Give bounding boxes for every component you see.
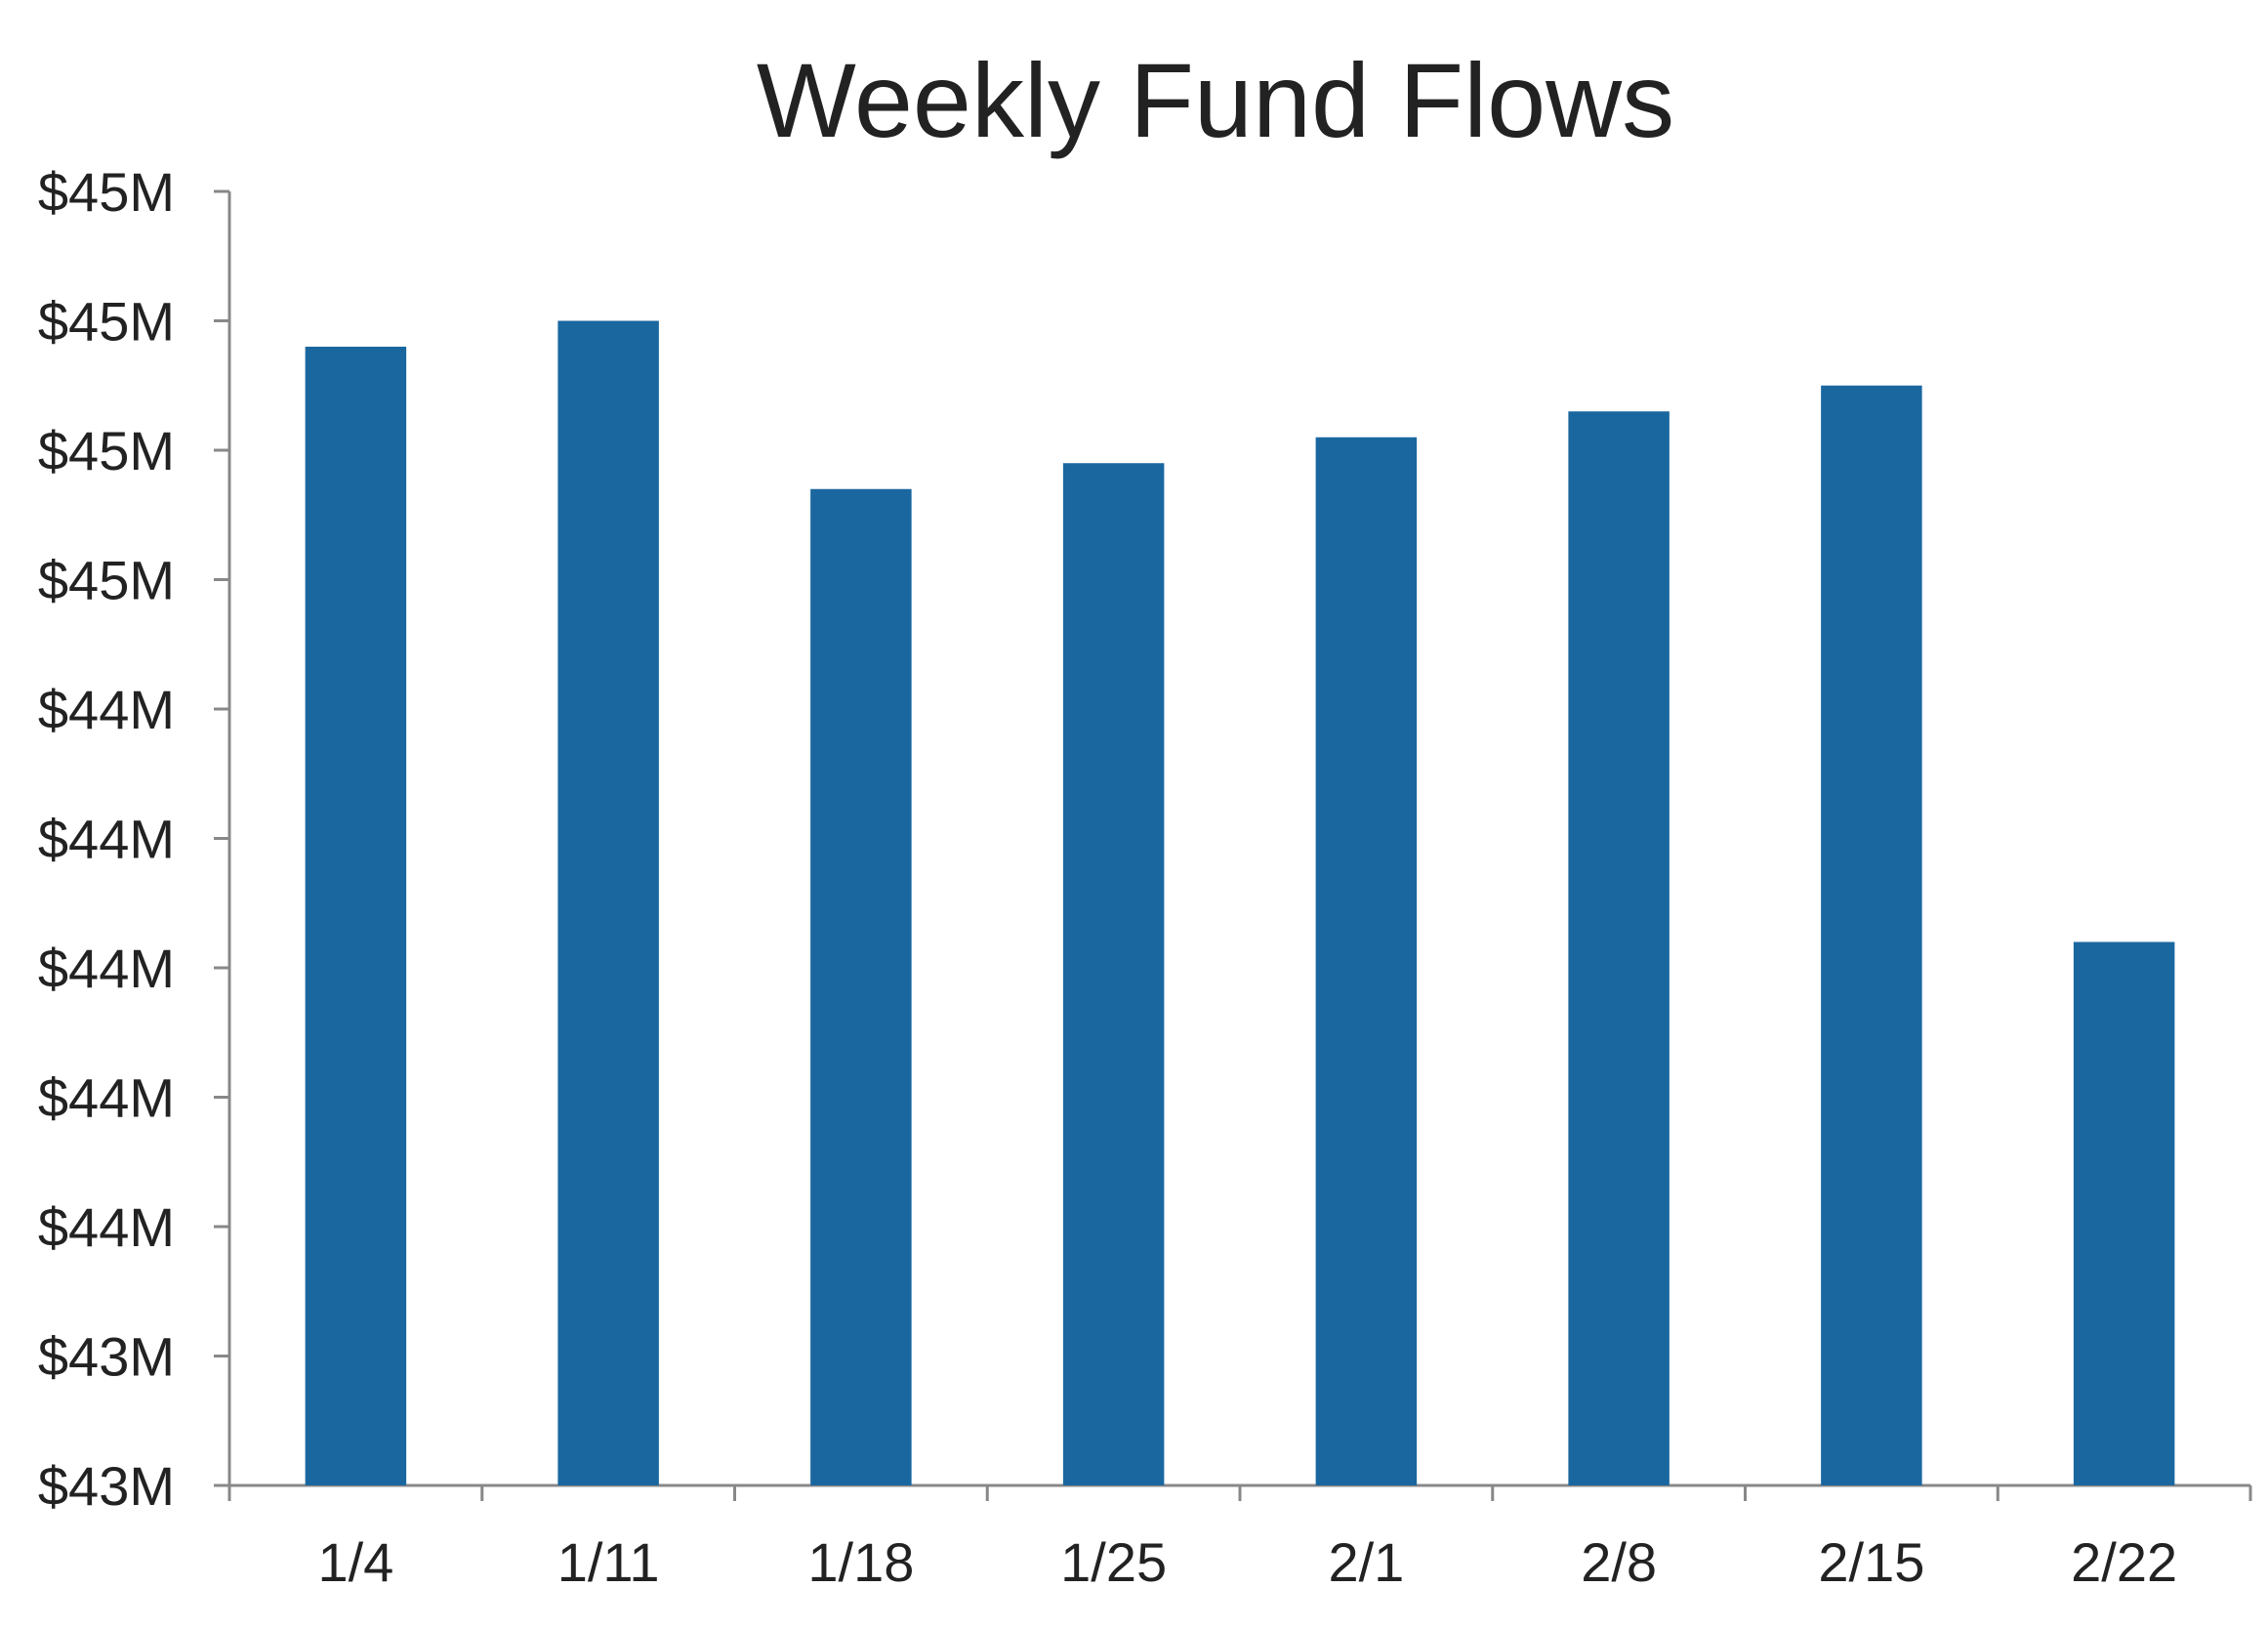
x-tick-label: 1/18	[807, 1531, 914, 1593]
bar	[557, 320, 659, 1485]
y-axis: $43M $43M $44M $44M $44M $44M $44M $45M $45M $45M…	[38, 161, 231, 1517]
x-tick-label: 1/11	[557, 1531, 660, 1593]
y-tick-label: $45M	[38, 291, 175, 353]
bar	[1568, 411, 1670, 1485]
bar	[1315, 437, 1418, 1485]
x-tick-label: 1/4	[317, 1531, 393, 1593]
chart-title: Weekly Fund Flows	[757, 41, 1674, 159]
x-axis: 1/4 1/11 1/18 1/25 2/1 2/8 2/15 2/22	[214, 1483, 2252, 1593]
bar	[2073, 941, 2175, 1485]
bar	[1062, 463, 1165, 1485]
bar-series	[305, 320, 2175, 1485]
bar	[810, 488, 912, 1485]
y-tick-label: $45M	[38, 161, 175, 223]
y-tick-label: $43M	[38, 1455, 175, 1517]
x-tick-label: 2/8	[1581, 1531, 1657, 1593]
y-tick-label: $44M	[38, 1067, 175, 1129]
y-tick-label: $45M	[38, 420, 175, 481]
bar	[305, 347, 407, 1485]
x-tick-label: 2/15	[1818, 1531, 1924, 1593]
bar	[1821, 385, 1922, 1485]
y-tick-label: $45M	[38, 550, 175, 611]
y-tick-label: $43M	[38, 1326, 175, 1388]
y-tick-label: $44M	[38, 679, 175, 740]
y-tick-label: $44M	[38, 1196, 175, 1258]
x-tick-label: 1/25	[1060, 1531, 1167, 1593]
y-tick-label: $44M	[38, 809, 175, 870]
x-tick-label: 2/22	[2071, 1531, 2177, 1593]
y-tick-label: $44M	[38, 938, 175, 999]
x-tick-label: 2/1	[1328, 1531, 1404, 1593]
